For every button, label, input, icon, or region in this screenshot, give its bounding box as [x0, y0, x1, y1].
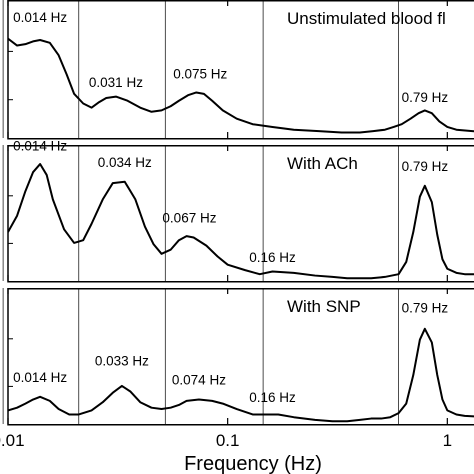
- x-tick-label: 0.1: [216, 431, 240, 450]
- series-line: [8, 327, 474, 423]
- peak-label: 0.074 Hz: [172, 373, 226, 388]
- panel-1: Unstimulated blood fl 0.014 Hz 0.031 Hz 0.0…: [2, 0, 474, 140]
- series-line: [8, 163, 474, 280]
- peak-label: 0.075 Hz: [173, 67, 227, 82]
- peak-label: 0.067 Hz: [162, 211, 216, 226]
- panel-title: Unstimulated blood fl: [287, 9, 446, 28]
- series-line: [8, 37, 474, 134]
- panel-3: With SNP 0.014 Hz 0.033 Hz 0.074 Hz 0.16 Hz 0…: [2, 288, 474, 426]
- peak-label: 0.16 Hz: [249, 390, 296, 405]
- peak-label: 0.014 Hz: [13, 138, 67, 153]
- x-tick-label: 1: [443, 431, 452, 450]
- peak-label: 0.014 Hz: [13, 370, 67, 385]
- panel-title: With SNP: [287, 297, 361, 316]
- panel-frame: [7, 0, 474, 140]
- peak-label: 0.16 Hz: [249, 250, 296, 265]
- peak-label: 0.031 Hz: [89, 75, 143, 90]
- panel-frame: [7, 145, 474, 283]
- peak-label: 0.034 Hz: [98, 155, 152, 170]
- panel-title: With ACh: [287, 154, 358, 173]
- panel-frame: [7, 288, 474, 426]
- panel-2: With ACh 0.014 Hz 0.034 Hz 0.067 Hz 0.16 Hz 0…: [2, 138, 474, 283]
- peak-label: 0.79 Hz: [402, 300, 449, 315]
- peak-label: 0.79 Hz: [402, 159, 449, 174]
- peak-label: 0.014 Hz: [13, 10, 67, 25]
- x-tick-label: 0.01: [0, 431, 25, 450]
- peak-label: 0.033 Hz: [95, 354, 149, 369]
- peak-label: 0.79 Hz: [402, 90, 449, 105]
- x-axis-label: Frequency (Hz): [184, 453, 322, 474]
